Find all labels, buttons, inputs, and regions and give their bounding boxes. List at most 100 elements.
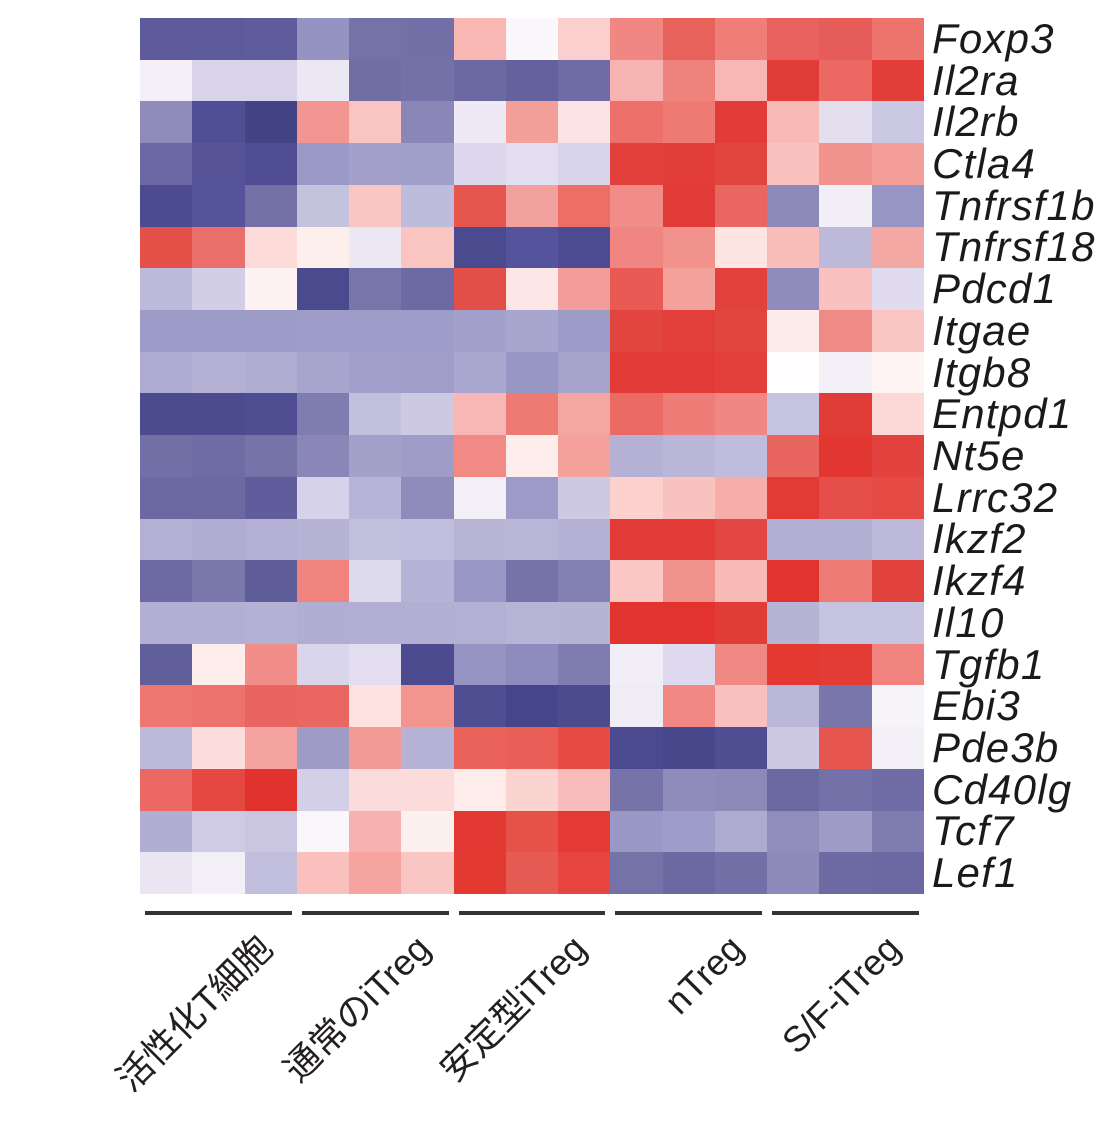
heatmap-cell xyxy=(140,727,193,769)
heatmap-cell xyxy=(192,268,245,310)
heatmap-cell xyxy=(349,393,402,436)
gene-label: Tgfb1 xyxy=(932,640,1046,688)
heatmap-cell xyxy=(505,351,559,394)
heatmap-cell xyxy=(714,518,768,561)
heatmap-cell xyxy=(714,18,768,60)
heatmap-cell xyxy=(296,810,350,853)
heatmap-cell xyxy=(505,59,559,102)
heatmap-cell xyxy=(296,476,350,519)
heatmap-cell xyxy=(610,59,663,102)
heatmap-cell xyxy=(819,18,872,60)
heatmap-cell xyxy=(714,768,768,811)
heatmap-cell xyxy=(401,18,454,60)
heatmap-cell xyxy=(767,643,820,686)
heatmap-cell xyxy=(871,59,924,102)
heatmap-cell xyxy=(244,560,297,602)
heatmap-cell xyxy=(819,351,872,394)
heatmap-cell xyxy=(610,643,663,686)
heatmap-cell xyxy=(505,768,559,811)
heatmap-cell xyxy=(349,18,402,60)
heatmap-cell xyxy=(767,518,820,561)
heatmap-cell xyxy=(714,810,768,853)
heatmap-cell xyxy=(401,560,454,602)
heatmap-cell xyxy=(610,518,663,561)
heatmap-cell xyxy=(767,226,820,269)
heatmap-cell xyxy=(558,560,611,602)
heatmap-cell xyxy=(558,101,611,144)
heatmap-cell xyxy=(819,685,872,728)
heatmap-cell xyxy=(192,393,245,436)
heatmap-cell xyxy=(714,143,768,185)
heatmap-cell xyxy=(767,810,820,853)
heatmap-cell xyxy=(296,560,350,602)
heatmap-cell xyxy=(558,268,611,310)
heatmap-cell xyxy=(714,685,768,728)
heatmap-cell xyxy=(349,59,402,102)
heatmap-cell xyxy=(714,226,768,269)
heatmap-cell xyxy=(662,393,715,436)
heatmap-cell xyxy=(453,685,506,728)
heatmap-cell xyxy=(871,727,924,769)
heatmap-cell xyxy=(610,393,663,436)
heatmap-cell xyxy=(244,643,297,686)
group-label: nTreg xyxy=(656,927,752,1022)
heatmap-cell xyxy=(505,518,559,561)
heatmap-cell xyxy=(558,59,611,102)
heatmap-cell xyxy=(140,810,193,853)
gene-label: Cd40lg xyxy=(932,765,1073,813)
heatmap-cell xyxy=(767,18,820,60)
heatmap-cell xyxy=(558,226,611,269)
heatmap-cell xyxy=(296,602,350,644)
heatmap-cell xyxy=(558,518,611,561)
heatmap-cell xyxy=(767,184,820,227)
heatmap-cell xyxy=(767,852,820,894)
heatmap-cell xyxy=(871,560,924,602)
heatmap-cell xyxy=(871,101,924,144)
heatmap-cell xyxy=(244,476,297,519)
heatmap-cell xyxy=(610,602,663,644)
heatmap-cell xyxy=(140,393,193,436)
heatmap-cell xyxy=(871,685,924,728)
heatmap-cell xyxy=(662,727,715,769)
gene-label: Nt5e xyxy=(932,432,1026,479)
heatmap-cell xyxy=(192,476,245,519)
heatmap-cell xyxy=(558,602,611,644)
heatmap-cell xyxy=(714,268,768,310)
heatmap-cell xyxy=(767,59,820,102)
heatmap-cell xyxy=(349,435,402,477)
heatmap-cell xyxy=(192,143,245,185)
heatmap-cell xyxy=(244,143,297,185)
heatmap-cell xyxy=(401,768,454,811)
heatmap-cell xyxy=(192,727,245,769)
heatmap-cell xyxy=(558,310,611,352)
gene-label: Ebi3 xyxy=(932,682,1021,730)
heatmap-cell xyxy=(610,435,663,477)
heatmap-cell xyxy=(819,768,872,811)
heatmap-cell xyxy=(401,184,454,227)
heatmap-cell xyxy=(140,643,193,686)
heatmap-cell xyxy=(714,101,768,144)
gene-label: Il2ra xyxy=(932,56,1020,104)
heatmap-cell xyxy=(296,727,350,769)
heatmap-cell xyxy=(767,310,820,352)
heatmap-cell xyxy=(140,18,193,60)
heatmap-cell xyxy=(610,852,663,894)
heatmap-cell xyxy=(871,268,924,310)
heatmap-cell xyxy=(662,852,715,894)
heatmap-cell xyxy=(453,602,506,644)
heatmap-cell xyxy=(140,268,193,310)
heatmap-cell xyxy=(662,518,715,561)
heatmap-cell xyxy=(453,143,506,185)
group-label: 活性化T細胞 xyxy=(108,927,281,1100)
heatmap-cell xyxy=(662,476,715,519)
heatmap-cell xyxy=(662,560,715,602)
heatmap-cell xyxy=(767,560,820,602)
heatmap-cell xyxy=(871,602,924,644)
heatmap-cell xyxy=(296,268,350,310)
heatmap-cell xyxy=(610,268,663,310)
heatmap-cell xyxy=(610,184,663,227)
heatmap-cell xyxy=(453,518,506,561)
heatmap-cell xyxy=(349,727,402,769)
heatmap-cell xyxy=(505,226,559,269)
heatmap-cell xyxy=(296,518,350,561)
